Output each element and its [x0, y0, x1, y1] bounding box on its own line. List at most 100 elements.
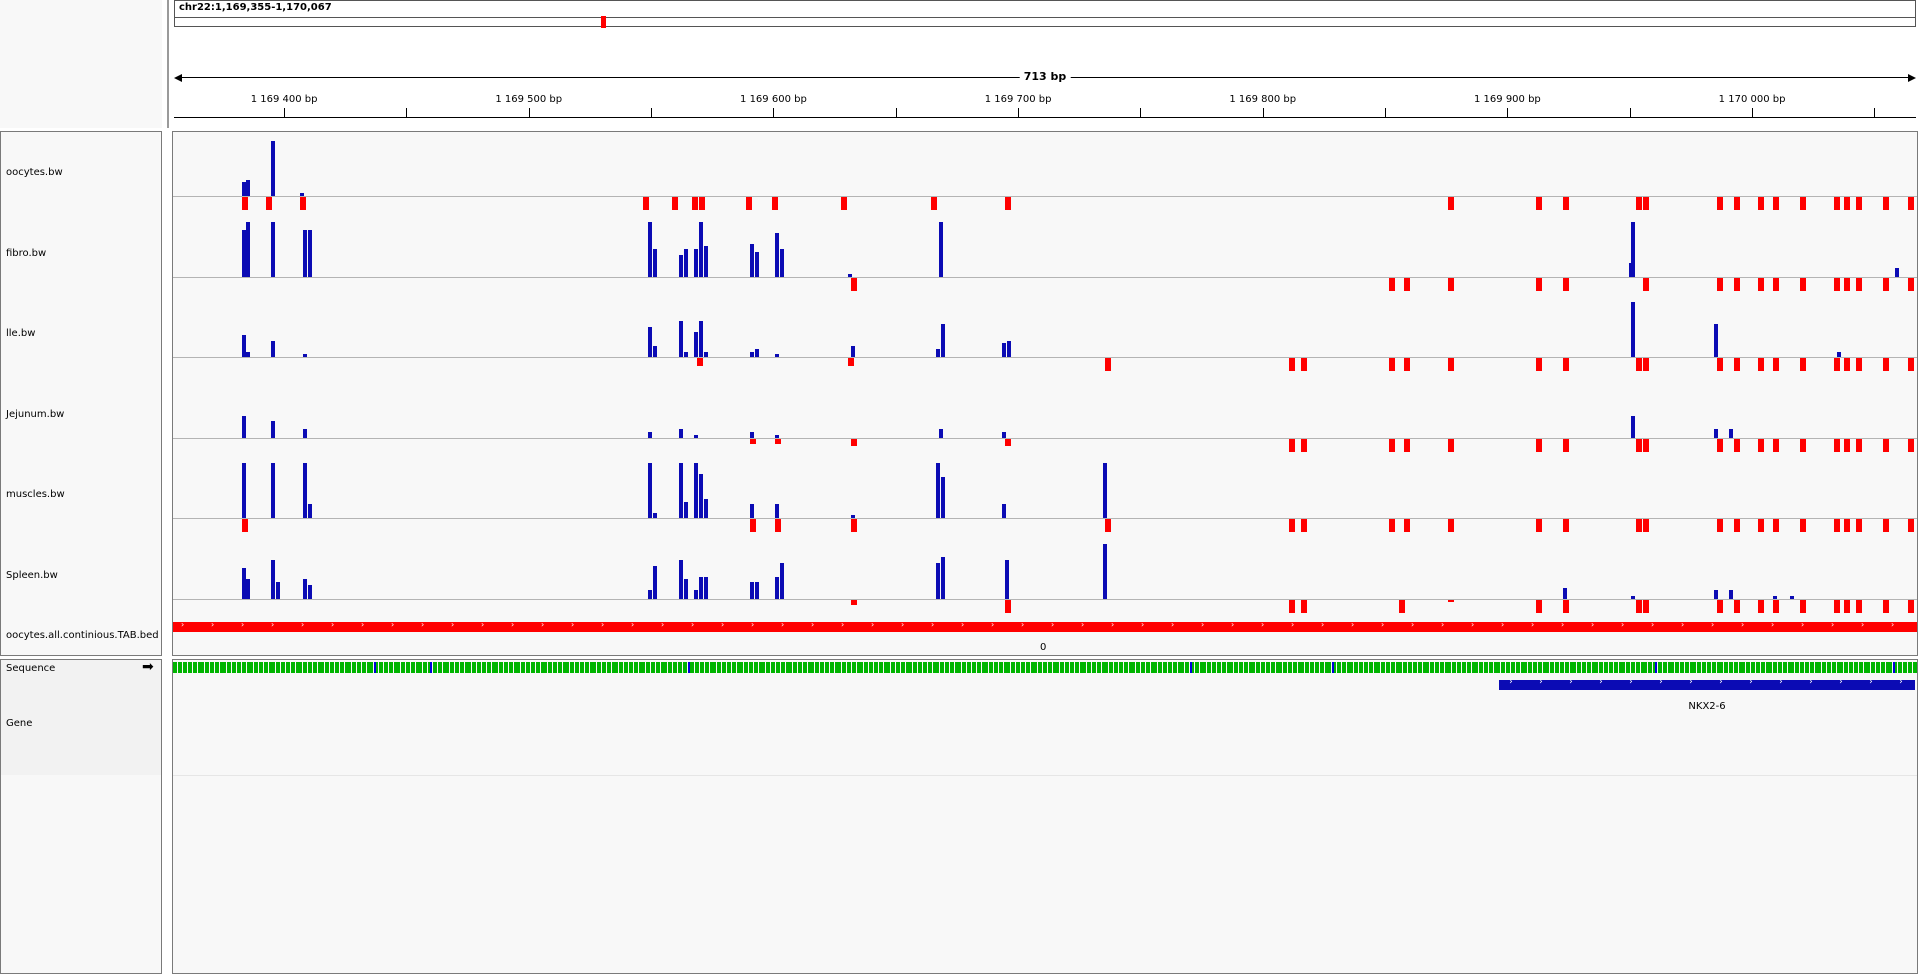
chromosome-bar[interactable] [175, 16, 1915, 28]
signal-bar-positive[interactable] [1002, 432, 1007, 438]
signal-bar-negative[interactable] [1773, 438, 1780, 452]
signal-bar-negative[interactable] [1288, 438, 1295, 452]
signal-bar-negative[interactable] [1883, 519, 1890, 532]
signal-bar-negative[interactable] [1636, 438, 1643, 452]
signal-bar-negative[interactable] [1758, 358, 1765, 371]
signal-bar-positive[interactable] [755, 251, 760, 277]
signal-bar-positive[interactable] [647, 432, 652, 438]
signal-bar-negative[interactable] [1562, 599, 1569, 613]
signal-bar-negative[interactable] [1105, 519, 1112, 532]
signal-bar-negative[interactable] [1800, 438, 1806, 452]
signal-bar-positive[interactable] [774, 232, 779, 277]
signal-bar-negative[interactable] [750, 438, 757, 444]
signal-bar-positive[interactable] [1102, 543, 1107, 599]
signal-bar-negative[interactable] [1844, 277, 1851, 291]
signal-bar-negative[interactable] [1643, 438, 1650, 452]
signal-bar-negative[interactable] [1907, 519, 1914, 532]
ruler[interactable]: 713 bp 1 169 400 bp 1 169 500 bp 1 169 600… [174, 28, 1916, 128]
signal-bar-negative[interactable] [840, 197, 847, 210]
signal-bar-negative[interactable] [1447, 197, 1454, 210]
signal-bar-positive[interactable] [750, 351, 755, 357]
signal-bar-negative[interactable] [1834, 197, 1841, 210]
signal-bar-positive[interactable] [703, 576, 708, 599]
signal-bar-positive[interactable] [679, 429, 684, 438]
signal-bar-negative[interactable] [1403, 277, 1410, 291]
signal-bar-negative[interactable] [1856, 358, 1863, 371]
signal-bar-positive[interactable] [302, 579, 307, 599]
signal-bar-positive[interactable] [241, 229, 246, 277]
track-name-jejunum[interactable]: Jejunum.bw [6, 409, 65, 420]
signal-bar-positive[interactable] [703, 351, 708, 357]
signal-bar-negative[interactable] [1643, 358, 1650, 371]
signal-bar-negative[interactable] [1535, 277, 1542, 291]
signal-bar-negative[interactable] [1883, 197, 1890, 210]
signal-bar-positive[interactable] [1631, 415, 1636, 438]
signal-bar-positive[interactable] [270, 421, 275, 438]
signal-bar-positive[interactable] [647, 463, 652, 518]
signal-bar-positive[interactable] [936, 463, 941, 518]
signal-bar-negative[interactable] [1834, 599, 1841, 613]
signal-bar-positive[interactable] [1007, 340, 1012, 357]
signal-bar-positive[interactable] [703, 246, 708, 277]
signal-bar-negative[interactable] [1398, 599, 1405, 613]
signal-bar-negative[interactable] [1447, 438, 1454, 452]
signal-bar-positive[interactable] [755, 582, 760, 599]
signal-bar-negative[interactable] [1758, 438, 1765, 452]
signal-bar-negative[interactable] [1716, 438, 1723, 452]
signal-bar-positive[interactable] [1628, 262, 1633, 277]
signal-bar-negative[interactable] [1388, 438, 1395, 452]
signal-bar-negative[interactable] [1800, 358, 1806, 371]
signal-bar-negative[interactable] [1856, 197, 1863, 210]
signal-bar-negative[interactable] [1844, 599, 1851, 613]
signal-bar-negative[interactable] [1636, 197, 1643, 210]
signal-bar-negative[interactable] [1834, 438, 1841, 452]
bed-feature-bar[interactable]: › › › › › › › › › › › › › › › › › › › › › › › › › › › › › › › › › › › › › › › ›… [173, 620, 1917, 632]
signal-bar-negative[interactable] [1004, 438, 1011, 447]
signal-bar-negative[interactable] [1105, 358, 1112, 371]
gene-track-name[interactable]: Gene [6, 718, 33, 729]
signal-bar-negative[interactable] [241, 197, 248, 210]
signal-bar-negative[interactable] [772, 197, 779, 210]
signal-bar-negative[interactable] [1758, 197, 1765, 210]
signal-bar-positive[interactable] [270, 141, 275, 196]
signal-bar-positive[interactable] [703, 498, 708, 518]
signal-bar-negative[interactable] [1388, 519, 1395, 532]
signal-bar-negative[interactable] [1388, 277, 1395, 291]
signal-bar-positive[interactable] [679, 463, 684, 518]
signal-bar-negative[interactable] [1403, 438, 1410, 452]
signal-bar-negative[interactable] [1300, 358, 1307, 371]
signal-bar-positive[interactable] [699, 321, 704, 357]
signal-bar-positive[interactable] [774, 354, 779, 357]
signal-bar-negative[interactable] [1562, 197, 1569, 210]
signal-bar-negative[interactable] [1643, 599, 1650, 613]
signal-bar-negative[interactable] [1636, 358, 1643, 371]
signal-bar-positive[interactable] [300, 193, 305, 196]
signal-bar-negative[interactable] [1447, 599, 1454, 603]
signal-bar-negative[interactable] [1758, 277, 1765, 291]
signal-bar-positive[interactable] [938, 429, 943, 438]
signal-bar-negative[interactable] [691, 197, 698, 210]
signal-bar-positive[interactable] [241, 335, 246, 357]
signal-bar-negative[interactable] [1883, 277, 1890, 291]
signal-bar-negative[interactable] [1300, 599, 1307, 613]
chromosome-ideogram[interactable]: chr22:1,169,355-1,170,067 [174, 0, 1916, 28]
track-name-muscles[interactable]: muscles.bw [6, 489, 65, 500]
track-name-lle[interactable]: lle.bw [6, 328, 36, 339]
signal-bar-positive[interactable] [750, 504, 755, 518]
signal-bar-negative[interactable] [1288, 519, 1295, 532]
signal-bar-positive[interactable] [270, 463, 275, 518]
signal-bar-positive[interactable] [936, 348, 941, 357]
signal-bar-positive[interactable] [679, 321, 684, 357]
signal-bar-negative[interactable] [1856, 519, 1863, 532]
signal-bar-positive[interactable] [1002, 343, 1007, 357]
signal-bar-negative[interactable] [1773, 197, 1780, 210]
signal-bar-positive[interactable] [694, 434, 699, 438]
signal-bar-positive[interactable] [941, 476, 946, 518]
signal-bar-positive[interactable] [275, 582, 280, 599]
signal-bar-negative[interactable] [1800, 197, 1806, 210]
signal-bar-negative[interactable] [850, 599, 857, 605]
signal-bar-positive[interactable] [684, 579, 689, 599]
signal-bar-negative[interactable] [1883, 599, 1890, 613]
signal-bar-negative[interactable] [1844, 519, 1851, 532]
signal-bar-negative[interactable] [300, 197, 307, 210]
